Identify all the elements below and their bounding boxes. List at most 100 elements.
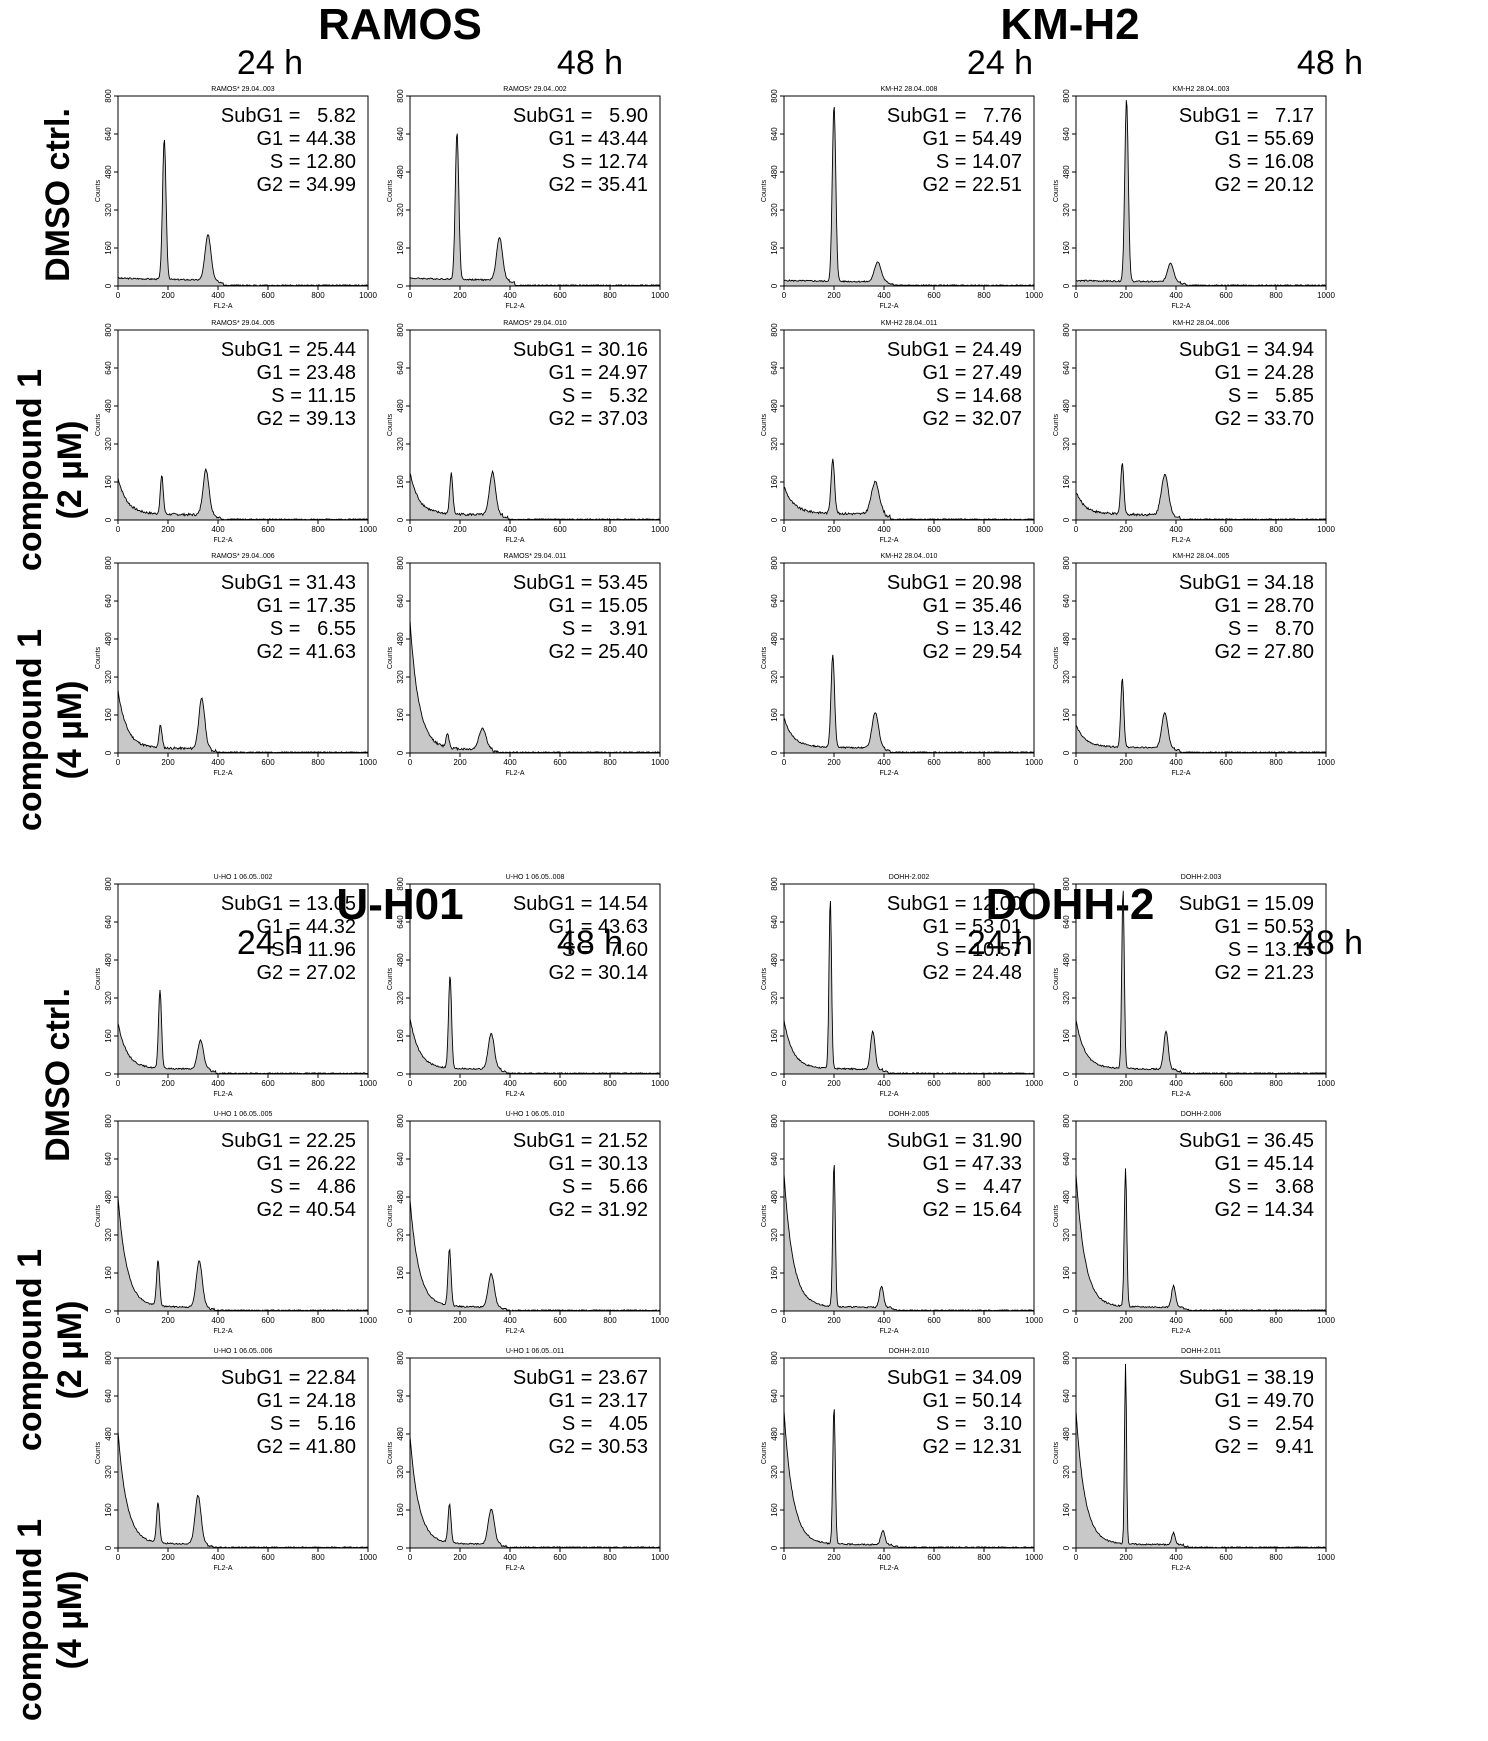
x-tick-label: 600 [553,1079,567,1088]
y-tick-label: 320 [1062,437,1071,451]
stat-label: SubG1 = 36.45 [1179,1130,1314,1152]
x-axis-label: FL2-A [1171,1091,1190,1098]
x-tick-label: 1000 [359,758,377,767]
y-tick-label: 320 [1062,991,1071,1005]
x-tick-label: 400 [211,1553,225,1562]
stat-label: SubG1 = 12.00 [887,893,1022,915]
y-tick-label: 480 [396,399,405,413]
x-tick-label: 400 [1169,1553,1183,1562]
x-tick-label: 800 [977,525,991,534]
y-tick-label: 480 [104,632,113,646]
stat-label: G1 = 54.49 [922,128,1022,150]
y-tick-label: 0 [104,1071,113,1076]
x-tick-label: 1000 [651,1079,669,1088]
stat-label: S = 13.13 [1228,939,1314,961]
x-tick-label: 800 [977,1079,991,1088]
stat-label: S = 11.96 [271,939,356,961]
x-tick-label: 600 [553,758,567,767]
y-tick-label: 480 [1062,399,1071,413]
stat-label: S = 5.85 [1228,385,1314,407]
x-tick-label: 600 [1219,1553,1233,1562]
x-tick-label: 400 [1169,291,1183,300]
stat-label: S = 12.74 [562,151,648,173]
y-axis-label: Counts [387,967,394,990]
y-tick-label: 800 [396,1351,405,1365]
stat-label: S = 5.16 [270,1413,356,1435]
file-title: U-HO 1 06.05..011 [506,1348,564,1355]
row-label-compound-4um: compound 1 (4 µM) [11,1518,89,1722]
histogram-panel: RAMOS* 29.04..010 0 200 400 600 800 1000 0 160 32… [387,320,669,544]
x-tick-label: 0 [408,291,413,300]
x-tick-label: 800 [977,1316,991,1325]
y-tick-label: 160 [396,1029,405,1043]
file-title: KM-H2 28.04..010 [881,553,938,560]
stat-label: SubG1 = 14.54 [513,893,648,915]
x-axis-label: FL2-A [505,537,524,544]
x-tick-label: 200 [1119,758,1133,767]
x-tick-label: 600 [261,1316,275,1325]
x-tick-label: 600 [927,758,941,767]
y-tick-label: 160 [770,1029,779,1043]
y-tick-label: 640 [770,1389,779,1403]
stat-label: SubG1 = 22.25 [221,1130,356,1152]
x-tick-label: 400 [503,291,517,300]
histogram-panel: U-HO 1 06.05..005 0 200 400 600 800 1000 0 160 32… [95,1111,377,1335]
y-tick-label: 480 [1062,1427,1071,1441]
stat-label: G1 = 23.17 [548,1390,648,1412]
x-tick-label: 200 [161,1079,175,1088]
x-tick-label: 200 [161,291,175,300]
y-tick-label: 320 [104,1228,113,1242]
stat-label: G1 = 26.22 [256,1153,356,1175]
histogram-area [783,1409,1035,1549]
y-tick-label: 160 [104,1266,113,1280]
x-tick-label: 800 [311,1553,325,1562]
x-tick-label: 800 [1269,1316,1283,1325]
stat-label: G2 = 21.23 [1214,962,1314,984]
x-tick-label: 600 [927,525,941,534]
x-axis-label: FL2-A [505,1328,524,1335]
x-tick-label: 1000 [1025,291,1043,300]
stat-label: S = 10.57 [936,939,1022,961]
stat-label: G2 = 33.70 [1214,408,1314,430]
x-tick-label: 0 [116,758,121,767]
y-axis-label: Counts [761,413,768,436]
stat-label: G1 = 23.48 [256,362,356,384]
time-label-48h: 48 h [1296,44,1364,82]
y-tick-label: 160 [1062,1266,1071,1280]
x-axis-label: FL2-A [879,1091,898,1098]
histogram-panel: RAMOS* 29.04..006 0 200 400 600 800 1000 0 160 32… [95,553,377,777]
stat-label: SubG1 = 7.17 [1179,105,1314,127]
x-tick-label: 0 [782,1316,787,1325]
y-tick-label: 0 [770,1071,779,1076]
x-tick-label: 1000 [1025,758,1043,767]
y-tick-label: 480 [104,1190,113,1204]
histogram-area [117,1196,369,1312]
histogram-area [409,1199,661,1312]
x-tick-label: 800 [311,291,325,300]
x-tick-label: 400 [503,1553,517,1562]
histogram-panel: U-HO 1 06.05..002 0 200 400 600 800 1000 0 160 32… [95,874,377,1098]
y-tick-label: 800 [770,323,779,337]
file-title: DOHH-2.010 [889,1348,930,1355]
x-tick-label: 0 [782,1079,787,1088]
x-tick-label: 1000 [1025,1079,1043,1088]
time-label-24h: 24 h [966,44,1034,82]
x-tick-label: 400 [211,1079,225,1088]
y-tick-label: 480 [104,1427,113,1441]
x-tick-label: 800 [603,758,617,767]
x-tick-label: 200 [827,1553,841,1562]
x-tick-label: 0 [1074,291,1079,300]
x-axis-label: FL2-A [213,303,232,310]
x-tick-label: 600 [1219,525,1233,534]
x-tick-label: 800 [1269,1553,1283,1562]
x-tick-label: 200 [827,1079,841,1088]
x-axis-label: FL2-A [879,770,898,777]
stat-label: G2 = 41.63 [256,641,356,663]
x-tick-label: 1000 [651,758,669,767]
histogram-area [783,458,1035,521]
x-tick-label: 0 [408,1553,413,1562]
stat-label: SubG1 = 24.49 [887,339,1022,361]
stat-label: SubG1 = 25.44 [221,339,356,361]
time-label-48h: 48 h [1296,924,1364,962]
x-tick-label: 0 [782,291,787,300]
